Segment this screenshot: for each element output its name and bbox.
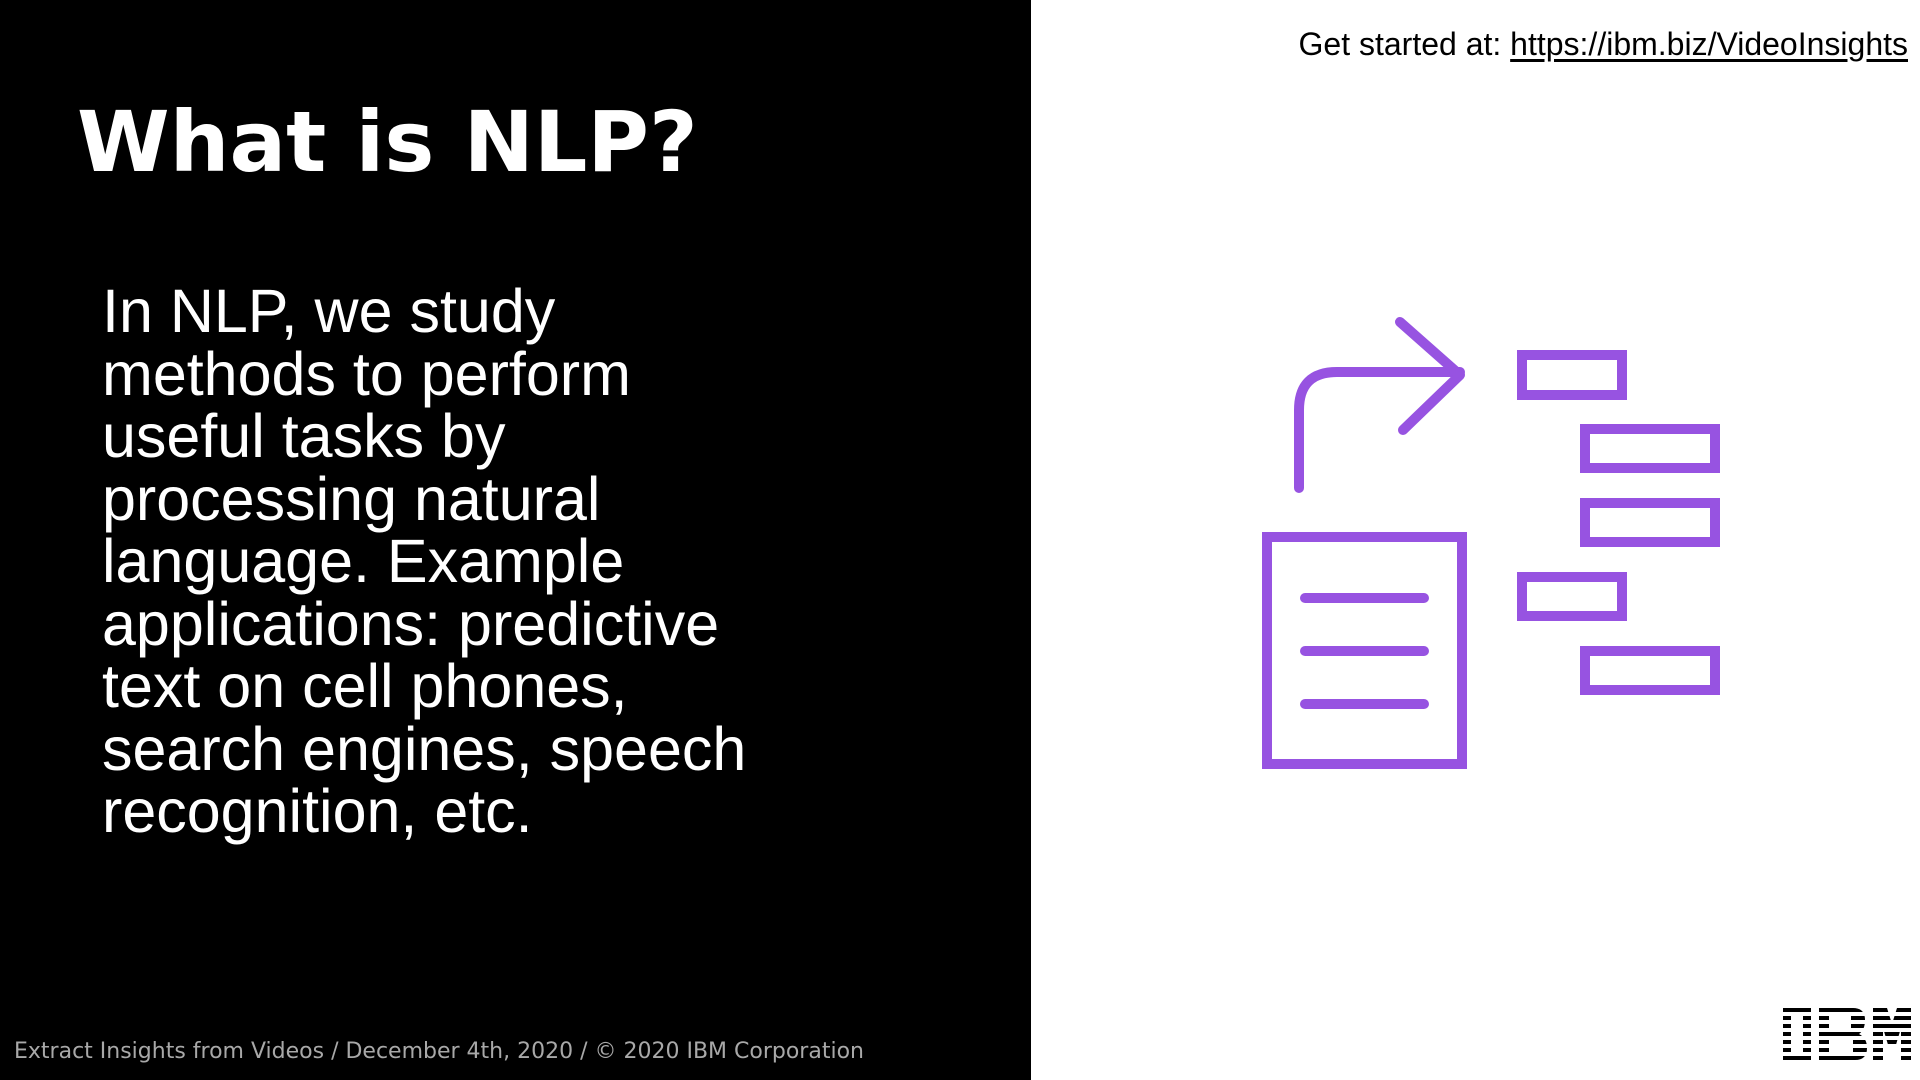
body-line: applications: predictive xyxy=(102,589,720,658)
data-box xyxy=(1580,424,1720,473)
arrow-shaft xyxy=(1294,367,1465,493)
document-outline xyxy=(1262,532,1467,769)
body-line: search engines, speech xyxy=(102,714,747,783)
body-line: methods to perform xyxy=(102,339,631,408)
body-line: In NLP, we study xyxy=(102,277,556,345)
data-box xyxy=(1580,498,1720,547)
ibm-logo xyxy=(1783,1008,1911,1060)
body-line: processing natural xyxy=(102,464,601,533)
body-line: language. Example xyxy=(102,527,625,595)
slide-title: What is NLP? xyxy=(77,93,698,191)
data-box xyxy=(1517,572,1627,621)
arrow-head xyxy=(1395,317,1465,435)
left-panel: What is NLP? In NLP, we study methods to… xyxy=(0,0,1031,1080)
data-box xyxy=(1580,646,1720,695)
body-line: text on cell phones, xyxy=(102,652,628,720)
document-to-structured-data-icon xyxy=(1262,317,1720,769)
footer-text: Extract Insights from Videos / December … xyxy=(14,1039,864,1064)
get-started-link[interactable]: https://ibm.biz/VideoInsights xyxy=(1510,26,1908,62)
get-started: Get started at: https://ibm.biz/VideoIns… xyxy=(1299,22,1909,66)
body-line: recognition, etc. xyxy=(102,777,533,845)
body-line: useful tasks by xyxy=(102,402,506,470)
body-text: In NLP, we study methods to perform usef… xyxy=(102,280,962,843)
get-started-label: Get started at: xyxy=(1298,26,1511,62)
data-box xyxy=(1517,350,1627,400)
